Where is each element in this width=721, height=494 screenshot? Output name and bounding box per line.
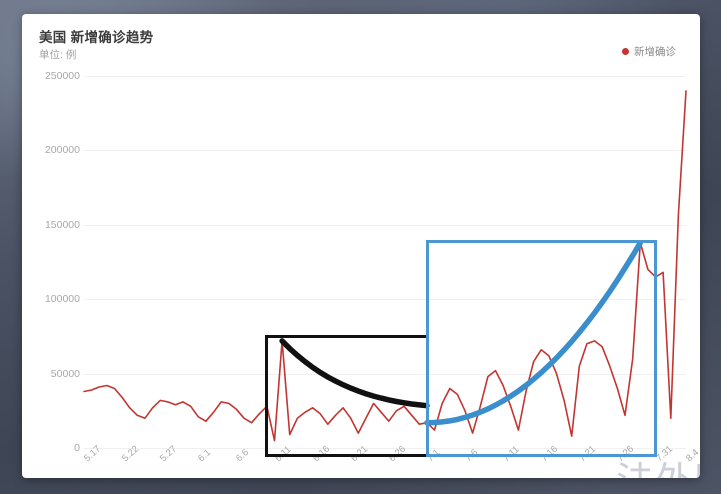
- legend-item-label: 新增确诊: [634, 46, 676, 58]
- gridline: [84, 299, 686, 301]
- y-axis-tick-label: 100000: [44, 293, 80, 306]
- growth-phase-box: [425, 239, 657, 457]
- chart-card: 美国 新增确诊趋势 单位: 例 新增确诊 0 50000 100000 150000 2…: [22, 14, 700, 478]
- y-axis-tick-label: 200000: [44, 144, 80, 157]
- page-title: 美国 新增确诊趋势: [39, 30, 154, 45]
- series-line-new-confirmed: [83, 90, 687, 442]
- gridline: [84, 76, 686, 77]
- growth-trend-curve: [424, 239, 644, 426]
- plot-area: 0 50000 100000 150000 200000 250000 5.17 5.22 5…: [22, 14, 700, 478]
- legend-marker-dot: [622, 48, 629, 55]
- y-axis-tick-label: 250000: [44, 70, 80, 82]
- y-axis-tick-label: 150000: [44, 218, 80, 231]
- gridline: [84, 448, 686, 449]
- chart-legend[interactable]: 新增确诊: [622, 44, 676, 59]
- series-layer: [83, 90, 687, 442]
- gridline: [84, 224, 686, 226]
- decline-phase-box: [264, 334, 429, 457]
- gridline: [84, 373, 686, 375]
- y-axis-tick-label: 0: [74, 442, 80, 454]
- gridline: [84, 150, 686, 152]
- decline-trend-curve: [279, 338, 430, 409]
- chart-unit-label: 单位: 例: [39, 49, 77, 61]
- y-axis-tick-label: 50000: [50, 367, 80, 380]
